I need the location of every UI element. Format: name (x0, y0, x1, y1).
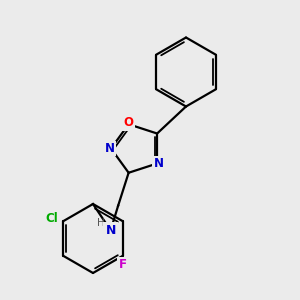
Text: N: N (154, 157, 164, 170)
Text: F: F (119, 258, 127, 271)
Text: N: N (104, 142, 115, 155)
Text: N: N (105, 224, 116, 237)
Text: O: O (124, 116, 134, 129)
Text: Cl: Cl (45, 212, 58, 225)
Text: H: H (97, 218, 105, 228)
